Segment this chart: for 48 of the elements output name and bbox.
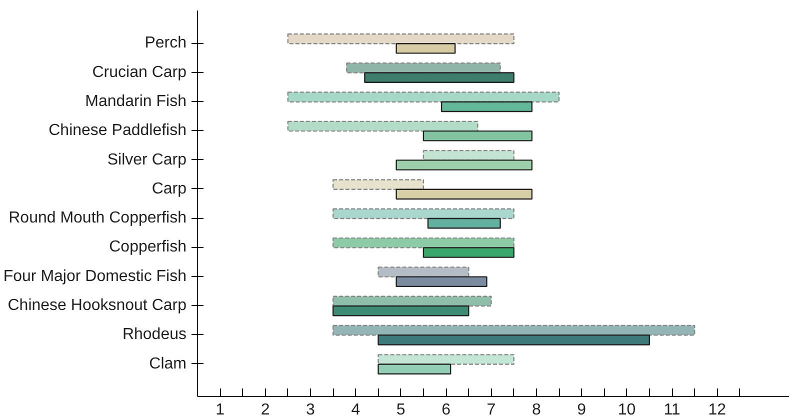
x-tick-label: 12 — [708, 402, 726, 417]
x-tick-label: 6 — [442, 402, 451, 417]
bar — [396, 160, 533, 170]
y-tick-label: Clam — [149, 355, 187, 372]
y-tick-label: Chinese Paddlefish — [48, 122, 187, 140]
x-tick-label: 2 — [260, 402, 270, 417]
bar — [332, 305, 470, 316]
bar — [396, 276, 488, 288]
bar — [332, 237, 514, 248]
bar — [427, 218, 501, 229]
x-tick-label: 9 — [577, 402, 586, 417]
x-tick-label: 8 — [532, 402, 541, 417]
x-tick-label: 1 — [216, 402, 225, 417]
x-tick-label: 7 — [486, 402, 496, 417]
bar — [396, 42, 456, 54]
bar — [422, 247, 514, 258]
bar — [378, 354, 514, 365]
bar — [422, 130, 533, 142]
x-tick-label: 3 — [306, 402, 316, 417]
y-tick-label: Mandarin Fish — [85, 92, 186, 110]
bar — [287, 33, 514, 44]
y-tick-label: Crucian Carp — [92, 64, 187, 81]
y-tick-label: Silver Carp — [107, 151, 187, 168]
y-tick-label: Perch — [144, 34, 186, 52]
y-tick-label: Carp — [152, 180, 187, 198]
bar — [287, 92, 560, 102]
bar — [440, 101, 533, 112]
bar — [287, 120, 478, 132]
bar — [332, 324, 696, 336]
bar — [332, 179, 424, 190]
x-tick-label: 11 — [664, 402, 680, 417]
y-tick-label: Chinese Hooksnout Carp — [8, 297, 187, 314]
bar — [422, 150, 514, 161]
bar — [378, 266, 470, 278]
bar — [332, 208, 514, 220]
bar — [332, 296, 492, 307]
x-tick-label: 4 — [351, 402, 360, 417]
bar — [378, 334, 650, 346]
y-tick-label: Rhodeus — [122, 326, 186, 344]
y-tick-label: Round Mouth Copperfish — [8, 210, 187, 227]
bar — [364, 72, 514, 83]
y-tick-label: Copperfish — [109, 238, 186, 256]
bar — [378, 364, 452, 375]
y-tick-label: Four Major Domestic Fish — [3, 268, 187, 285]
bar — [396, 188, 533, 200]
bar — [346, 62, 501, 74]
x-tick-label: 5 — [396, 402, 406, 417]
x-tick-label: 10 — [618, 402, 636, 417]
